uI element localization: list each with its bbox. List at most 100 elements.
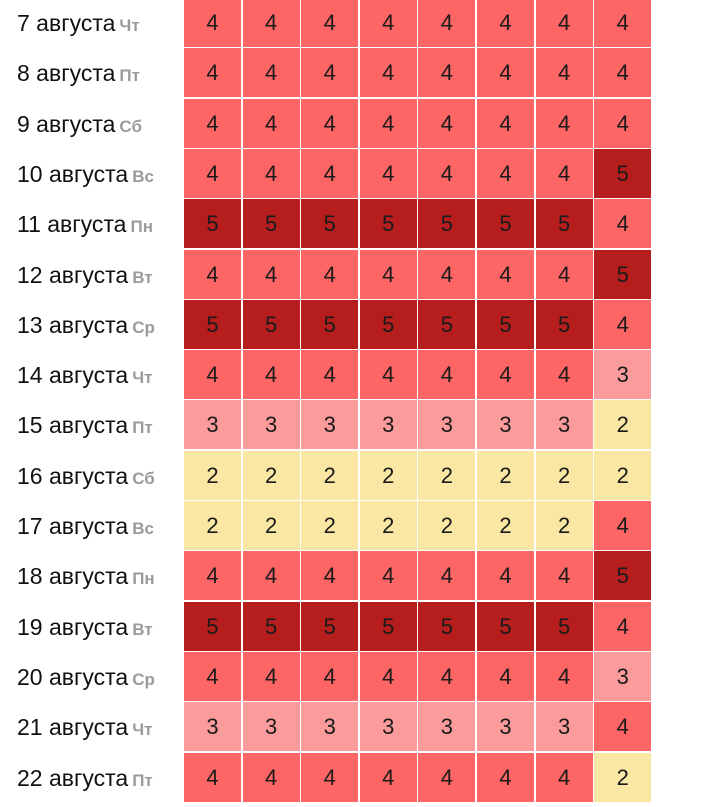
table-row: 7 августа Чт 4 4 4 4 4 4 4 4 [0,0,717,48]
heatmap-cell: 3 [594,350,652,400]
row-label: 16 августа Сб [17,451,155,501]
row-label: 11 августа Пн [17,199,153,249]
heatmap-cell: 4 [242,98,300,148]
weekday-label: Пт [132,770,153,790]
heatmap-cell: 4 [535,148,593,198]
heatmap-cell: 5 [359,199,417,249]
heatmap-cell: 4 [359,48,417,98]
heatmap-cell: 4 [535,48,593,98]
heatmap-cell: 3 [535,400,593,450]
heatmap-cell: 4 [301,249,359,299]
heatmap-cell: 3 [242,400,300,450]
heatmap-cell: 2 [301,501,359,550]
heatmap-cell: 5 [477,199,534,249]
heatmap-cell: 4 [242,752,300,802]
heatmap-cell: 4 [535,98,593,148]
weekday-label: Вс [132,519,154,538]
heatmap-cell: 4 [418,752,476,802]
heatmap-cell: 4 [535,249,593,299]
table-row: 15 августа Пт 3 3 3 3 3 3 3 2 [0,400,717,450]
weekday-label: Вт [132,267,153,287]
heatmap-cell: 4 [477,98,534,148]
heatmap-cell: 4 [301,148,359,198]
date-label: 8 августа [17,60,116,87]
weekday-label: Пн [130,217,153,237]
weekday-label: Ср [132,317,155,337]
table-row: 14 августа Чт 4 4 4 4 4 4 4 3 [0,350,717,400]
weekday-label: Сб [132,468,155,488]
heatmap-cell: 4 [301,752,359,802]
heatmap-cell: 4 [301,98,359,148]
heatmap-cell: 4 [242,651,300,701]
table-row: 11 августа Пн 5 5 5 5 5 5 5 4 [0,199,717,249]
heatmap-cell: 4 [359,752,417,802]
heatmap-cell: 4 [359,148,417,198]
heatmap-cell: 2 [359,501,417,550]
heatmap-cell: 4 [359,350,417,400]
row-label: 15 августа Пт [17,400,153,450]
heatmap-cell: 3 [594,651,652,701]
heatmap-cell: 4 [477,249,534,299]
date-label: 11 августа [17,211,127,238]
heatmap-cell: 4 [477,0,534,47]
heatmap-cell: 4 [242,350,300,400]
heatmap-cell: 5 [301,199,359,249]
row-label: 9 августа Сб [17,99,142,149]
heatmap-cell: 2 [594,752,652,802]
heatmap-cell: 3 [477,702,534,752]
heatmap-cell: 2 [477,450,534,500]
table-row: 8 августа Пт 4 4 4 4 4 4 4 4 [0,48,717,98]
date-label: 13 августа [17,311,129,338]
heatmap-cell: 3 [301,400,359,450]
table-row: 13 августа Ср 5 5 5 5 5 5 5 4 [0,299,717,350]
row-label: 21 августа Чт [17,702,152,752]
row-label: 19 августа Вт [17,602,153,652]
heatmap-cell: 4 [301,0,359,47]
table-row: 22 августа Пт 4 4 4 4 4 4 4 2 [0,752,717,803]
date-label: 7 августа [17,10,116,36]
date-label: 9 августа [17,110,116,137]
row-label: 14 августа Чт [17,350,152,400]
heatmap-cell: 4 [184,48,241,98]
heatmap-cell: 2 [535,501,593,550]
date-label: 16 августа [17,462,129,489]
weekday-label: Чт [119,16,140,35]
date-label: 20 августа [17,663,129,690]
heatmap-cell: 4 [184,551,241,601]
heatmap-cell: 2 [594,450,652,500]
heatmap-cell: 4 [242,0,300,47]
heatmap-cell: 4 [242,48,300,98]
heatmap-cell: 4 [359,249,417,299]
heatmap-cell: 3 [301,702,359,752]
heatmap-cell: 4 [184,651,241,701]
table-row: 16 августа Сб 2 2 2 2 2 2 2 2 [0,450,717,501]
row-label: 8 августа Пт [17,48,140,98]
row-label: 20 августа Ср [17,652,155,702]
weekday-label: Вс [132,166,154,186]
heatmap-cell: 5 [418,199,476,249]
heatmap-cell: 2 [242,450,300,500]
heatmap-cell: 4 [242,551,300,601]
date-label: 15 августа [17,412,129,439]
heatmap-cell: 5 [594,148,652,198]
heatmap-cell: 4 [184,350,241,400]
heatmap-cell: 5 [594,249,652,299]
heatmap-cell: 4 [535,651,593,701]
heatmap-cell: 5 [418,601,476,651]
heatmap-cell: 4 [535,350,593,400]
heatmap-cell: 5 [242,299,300,349]
heatmap-cell: 4 [477,551,534,601]
date-label: 12 августа [17,261,129,288]
table-row: 9 августа Сб 4 4 4 4 4 4 4 4 [0,98,717,149]
heatmap-cell: 5 [242,601,300,651]
heatmap-cell: 4 [594,48,652,98]
date-label: 19 августа [17,613,129,640]
heatmap-cell: 3 [477,400,534,450]
heatmap-cell: 3 [184,400,241,450]
weekday-label: Пт [132,418,153,438]
heatmap-cell: 4 [418,148,476,198]
row-label: 12 августа Вт [17,250,153,300]
weekday-label: Ср [132,669,155,689]
heatmap-cell: 5 [535,601,593,651]
